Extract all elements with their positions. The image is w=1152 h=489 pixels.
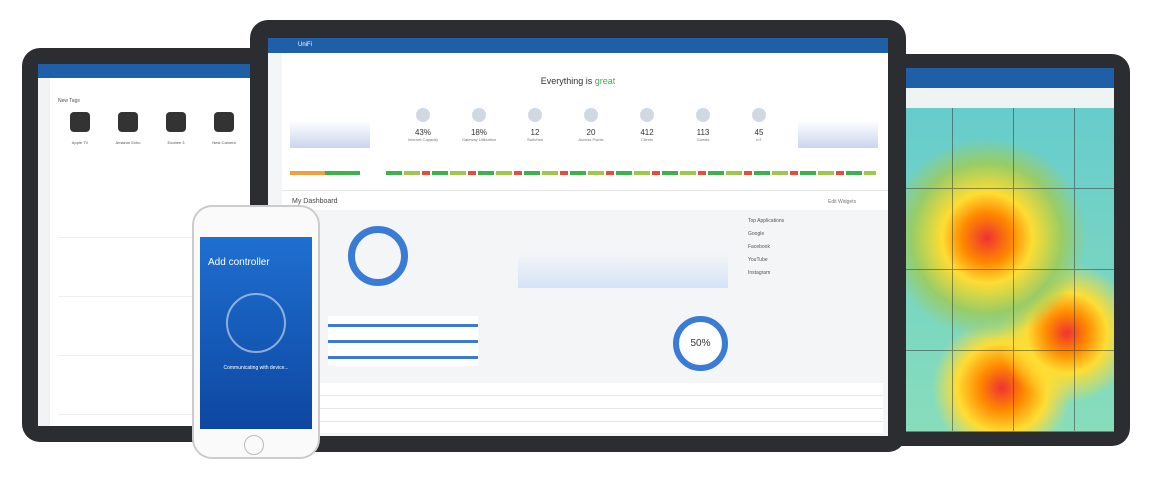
device-name: Amazon Echo <box>115 140 141 145</box>
center-tablet: UniFi Everything is great 43% Internet Ca… <box>250 20 906 452</box>
dashboard-screen: UniFi Everything is great 43% Internet Ca… <box>268 38 888 436</box>
app-name: Instagram <box>748 270 771 276</box>
stat-icon <box>528 108 542 122</box>
app-name: YouTube <box>748 257 768 263</box>
home-button[interactable] <box>244 435 264 455</box>
device-icon <box>118 112 138 132</box>
donut-value: 50% <box>690 338 711 349</box>
stat-label: Guests <box>696 137 710 142</box>
device-name: Nest Camera <box>212 140 236 145</box>
phone: Add controller Communicating with device… <box>192 205 320 459</box>
device-name: Apple TV <box>71 140 89 145</box>
stat: 412 Clients <box>622 108 672 142</box>
device-icon <box>70 112 90 132</box>
progress-bars <box>328 316 478 366</box>
app-name: Google <box>748 231 765 237</box>
experience-bar <box>386 171 876 175</box>
device: Ecobee 3 <box>154 112 198 145</box>
stat-icon <box>416 108 430 122</box>
edit-widgets[interactable]: Edit Widgets <box>828 199 857 205</box>
stat-icon <box>584 108 598 122</box>
left-sidebar <box>38 78 50 426</box>
donut <box>348 226 408 286</box>
device-icon <box>166 112 186 132</box>
section-title: New Tags <box>58 98 80 104</box>
stat: 12 Switches <box>510 108 560 142</box>
right-header <box>892 68 1114 88</box>
app-name: Facebook <box>748 244 770 250</box>
heatmap-screen <box>892 68 1114 432</box>
stat-icon <box>472 108 486 122</box>
progress-ring <box>226 293 286 353</box>
stat-value: 12 <box>530 128 540 137</box>
device: Amazon Echo <box>106 112 150 145</box>
device-icon <box>214 112 234 132</box>
stat-label: IoT <box>756 137 762 142</box>
stat-label: Access Points <box>578 137 604 142</box>
status-prefix: Everything is <box>540 76 593 86</box>
phone-screen: Add controller Communicating with device… <box>200 237 312 429</box>
stats-row: 43% Internet Capacity 18% Gateway Utilizati… <box>398 108 778 158</box>
dashboard-title: My Dashboard <box>292 198 338 205</box>
stat-icon <box>696 108 710 122</box>
left-header <box>38 64 298 78</box>
tables <box>288 383 883 433</box>
floor-walls <box>892 108 1114 432</box>
wifi-bar <box>290 171 360 175</box>
stat-label: Internet Capacity <box>407 137 439 142</box>
device: Apple TV <box>58 112 102 145</box>
stat-label: Clients <box>640 137 654 142</box>
stat-value: 412 <box>640 128 654 137</box>
donut-50: 50% <box>673 316 728 371</box>
stat: 113 Guests <box>678 108 728 142</box>
stat-value: 45 <box>754 128 764 137</box>
top-bar: UniFi <box>268 38 888 53</box>
status: Everything is great <box>268 76 888 86</box>
device-row: Apple TV Amazon Echo Ecobee 3 Nest Camera <box>58 112 288 172</box>
stat-value: 18% <box>470 128 487 137</box>
stat-label: Switches <box>526 137 543 142</box>
apps-widget: Top Applications Google Facebook YouTube In… <box>748 218 878 298</box>
phone-status: Communicating with device... <box>223 365 289 371</box>
brand: UniFi <box>298 42 313 48</box>
lan-graph <box>798 93 878 148</box>
throughput-chart <box>518 228 728 288</box>
stat: 43% Internet Capacity <box>398 108 448 142</box>
stat: 18% Gateway Utilization <box>454 108 504 142</box>
stat-icon <box>752 108 766 122</box>
stat-value: 20 <box>586 128 596 137</box>
device-name: Ecobee 3 <box>167 140 185 145</box>
stat: 45 IoT <box>734 108 784 142</box>
stat-value: 43% <box>414 128 431 137</box>
divider <box>282 190 888 191</box>
apps-list: Google Facebook YouTube Instagram <box>748 231 878 276</box>
wan-graph <box>290 93 370 148</box>
right-tablet <box>878 54 1130 446</box>
phone-title: Add controller <box>208 257 270 268</box>
stat: 20 Access Points <box>566 108 616 142</box>
device: Nest Camera <box>202 112 246 145</box>
apps-title: Top Applications <box>748 218 785 224</box>
stat-icon <box>640 108 654 122</box>
stat-label: Gateway Utilization <box>461 137 497 142</box>
stat-value: 113 <box>696 128 710 137</box>
status-word: great <box>594 76 616 86</box>
